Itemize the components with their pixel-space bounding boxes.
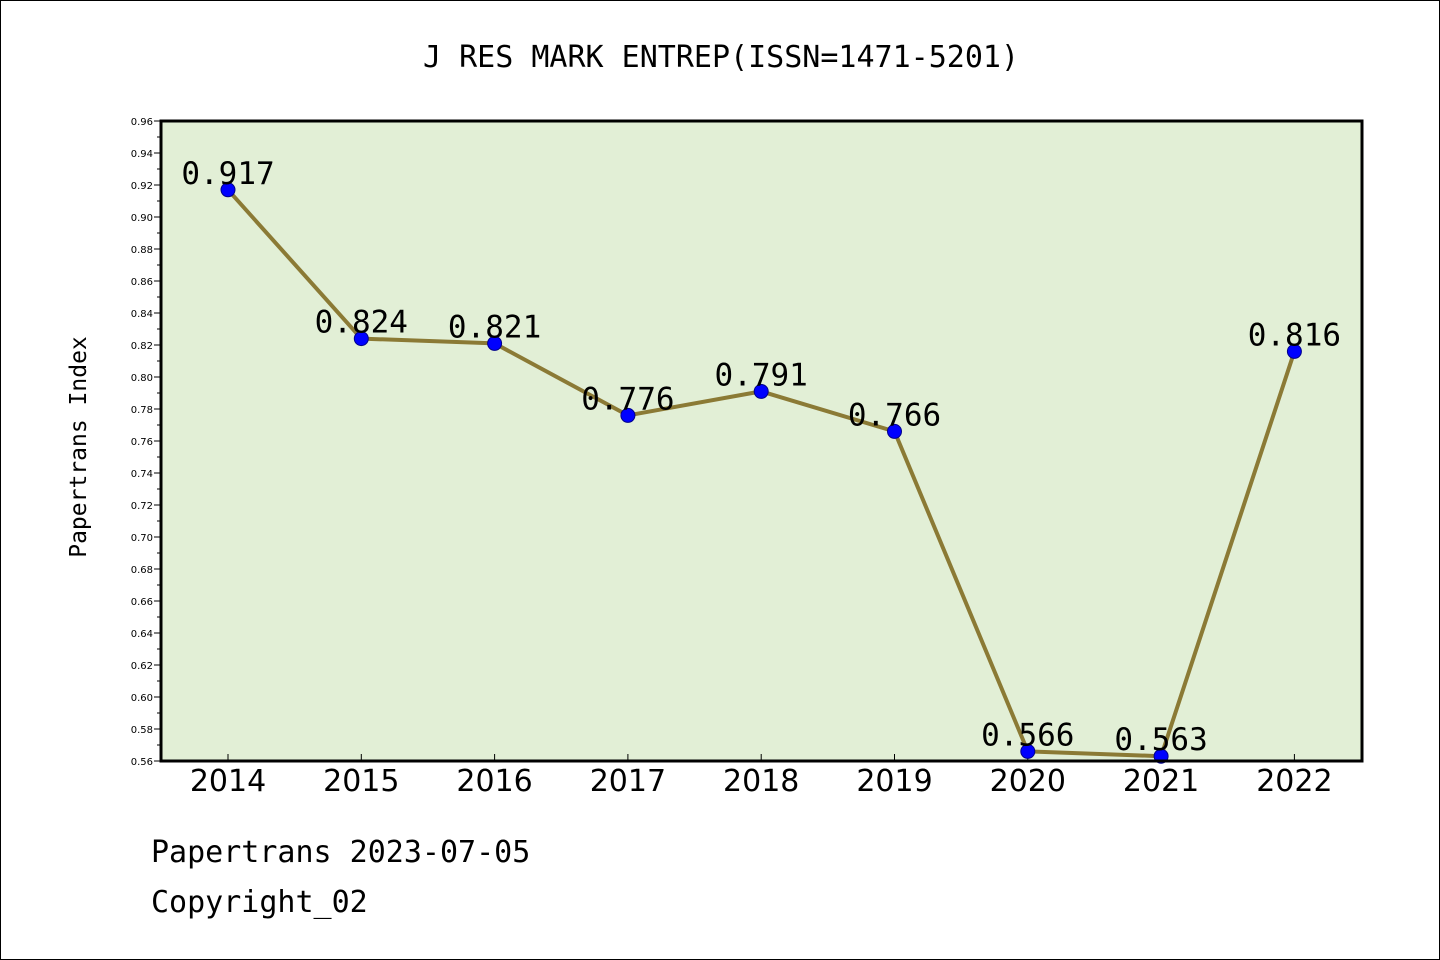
data-point: [487, 335, 503, 351]
footer-copyright: Copyright_02: [151, 885, 368, 920]
data-label: 0.821: [448, 309, 541, 345]
y-tick-label: 0.56: [131, 757, 153, 768]
data-label: 0.824: [315, 305, 408, 341]
y-tick-label: 0.72: [131, 501, 153, 512]
footer-date: Papertrans 2023-07-05: [151, 835, 531, 870]
x-tick-label: 2018: [723, 764, 799, 799]
data-label: 0.566: [981, 717, 1074, 753]
x-tick-label: 2022: [1256, 764, 1332, 799]
y-tick-label: 0.74: [131, 469, 153, 480]
y-tick-label: 0.90: [131, 213, 153, 224]
data-label: 0.917: [181, 156, 274, 192]
y-tick-label: 0.92: [131, 181, 153, 192]
plot-area: [161, 121, 1362, 761]
data-label: 0.791: [715, 357, 808, 393]
data-label: 0.776: [581, 381, 674, 417]
x-tick-label: 2019: [856, 764, 932, 799]
y-tick-label: 0.62: [131, 661, 153, 672]
y-tick-label: 0.96: [131, 117, 153, 128]
y-tick-label: 0.88: [131, 245, 153, 256]
y-tick-label: 0.68: [131, 565, 153, 576]
y-tick-label: 0.82: [131, 341, 153, 352]
y-tick-label: 0.78: [131, 405, 153, 416]
data-point: [353, 331, 369, 347]
chart-title: J RES MARK ENTREP(ISSN=1471-5201): [423, 40, 1019, 75]
axis-layer: 0.56 0.58 0.60 0.62 0.64 0.66 0.68 0.70 0.72 0.74…: [131, 117, 1333, 799]
y-tick-label: 0.60: [131, 693, 153, 704]
x-tick-label: 2014: [190, 764, 266, 799]
data-point: [753, 383, 769, 399]
data-point: [887, 423, 902, 439]
x-tick-label: 2017: [590, 764, 666, 799]
data-point: [1286, 343, 1302, 359]
plot-border: [159, 119, 1364, 763]
y-tick-label: 0.58: [131, 725, 153, 736]
y-tick-label: 0.66: [131, 597, 153, 608]
x-tick-label: 2021: [1123, 764, 1199, 799]
y-axis-label: Papertrans Index: [66, 336, 92, 558]
data-point: [620, 407, 636, 423]
data-point: [220, 182, 236, 198]
data-label: 0.563: [1114, 722, 1207, 758]
y-tick-label: 0.70: [131, 533, 153, 544]
data-label: 0.816: [1248, 317, 1341, 353]
y-tick-label: 0.84: [131, 309, 153, 320]
y-tick-label: 0.86: [131, 277, 153, 288]
y-tick-label: 0.80: [131, 373, 153, 384]
y-tick-label: 0.94: [131, 149, 153, 160]
x-tick-label: 2016: [456, 764, 532, 799]
y-tick-label: 0.76: [131, 437, 153, 448]
x-tick-label: 2015: [323, 764, 399, 799]
series-layer: 0.917 0.824 0.821 0.776 0.791 0.766 0.566 0.563…: [181, 156, 1341, 764]
data-label: 0.766: [848, 397, 941, 433]
y-tick-label: 0.64: [131, 629, 153, 640]
x-tick-label: 2020: [990, 764, 1066, 799]
data-point: [1020, 743, 1036, 759]
